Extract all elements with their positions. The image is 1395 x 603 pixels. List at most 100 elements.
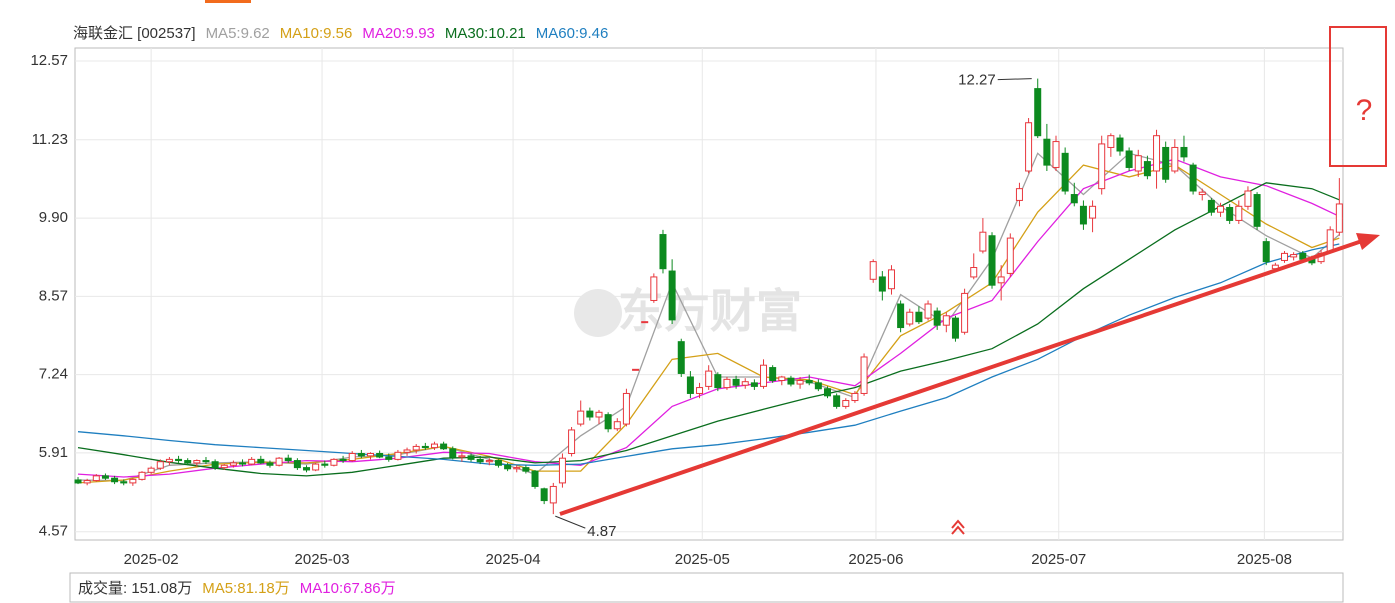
legend-entry: MA60:9.46 xyxy=(536,25,609,42)
candle-body xyxy=(1043,138,1051,166)
candle-body xyxy=(458,455,466,458)
candle-body xyxy=(1198,191,1206,196)
candle-body xyxy=(467,455,475,460)
y-tick-label: 11.23 xyxy=(32,131,68,148)
candle-body xyxy=(184,460,192,464)
candle-body xyxy=(293,460,301,469)
candle-body xyxy=(175,458,183,462)
candle-body xyxy=(979,231,987,252)
signal-icon xyxy=(951,519,965,535)
candle-body xyxy=(1180,146,1188,158)
candle-body xyxy=(906,311,914,325)
candle-body xyxy=(787,377,795,385)
annotation-arrow xyxy=(997,78,1032,81)
candle-body xyxy=(1034,88,1042,137)
volume-frame xyxy=(69,572,1344,603)
candle-body xyxy=(357,452,365,457)
volume-label: MA5:81.18万 xyxy=(202,580,290,597)
candle-body xyxy=(659,234,667,270)
candle-body xyxy=(696,387,704,394)
candle-body xyxy=(951,317,959,339)
candle-body xyxy=(394,451,402,460)
candle-body xyxy=(1281,252,1289,261)
candle-body xyxy=(476,458,484,463)
candle-body xyxy=(220,464,228,469)
annotation-label: 12.27 xyxy=(958,72,996,89)
legend: 海联金汇 [002537] MA5:9.62 MA10:9.56 MA20:9.93 M… xyxy=(73,25,608,42)
candle-body xyxy=(549,485,557,504)
candle-body xyxy=(348,452,356,462)
candle-body xyxy=(403,449,411,453)
candle-body xyxy=(303,467,311,471)
candle-body xyxy=(741,381,749,386)
candle-body xyxy=(111,477,119,483)
candle-body xyxy=(778,376,786,382)
candle-body xyxy=(1052,141,1060,168)
candle-body xyxy=(805,380,813,384)
x-tick-label: 2025-03 xyxy=(295,551,350,568)
candle-body xyxy=(1015,188,1023,201)
candle-body xyxy=(284,457,292,462)
candle-body xyxy=(440,443,448,450)
candle-body xyxy=(312,463,320,471)
candle-body xyxy=(330,458,338,466)
candle-body xyxy=(887,269,895,290)
volume-legend: 成交量: 151.08万 MA5:81.18万 MA10:67.86万 xyxy=(78,579,396,597)
candle-body xyxy=(1162,146,1170,180)
candle-body xyxy=(860,356,868,394)
annotation-label: 4.87 xyxy=(587,523,616,540)
candle-body xyxy=(878,276,886,292)
candle-body xyxy=(275,457,283,466)
side-note-box xyxy=(1329,26,1387,167)
y-tick-label: 12.57 xyxy=(30,52,68,69)
candle-body xyxy=(613,421,621,430)
candle-body xyxy=(239,462,247,465)
candle-body xyxy=(138,471,146,480)
candle-body xyxy=(650,276,658,301)
candle-body xyxy=(604,414,612,430)
ma-line xyxy=(77,243,1340,466)
top-tab xyxy=(205,0,251,3)
candle-body xyxy=(796,380,804,385)
candle-body xyxy=(1025,122,1033,172)
candle-body xyxy=(732,378,740,386)
candle-body xyxy=(586,410,594,418)
candle-body xyxy=(129,478,137,484)
candle-body xyxy=(1134,155,1142,172)
candle-body xyxy=(997,276,1005,284)
candle-body xyxy=(1153,135,1161,172)
volume-label: 成交量: 151.08万 xyxy=(78,579,192,597)
y-tick-label: 5.91 xyxy=(39,444,68,461)
plot-frame xyxy=(74,47,1344,541)
y-tick-label: 8.57 xyxy=(39,287,68,304)
side-note: ? xyxy=(1356,94,1373,127)
annotation-arrow xyxy=(555,515,586,529)
candle-body xyxy=(211,461,219,469)
candle-body xyxy=(421,445,429,449)
legend-entry: MA20:9.93 xyxy=(362,25,435,42)
candle-body xyxy=(165,458,173,463)
candle-body xyxy=(376,452,384,458)
candle-body xyxy=(1098,143,1106,190)
candle-body xyxy=(1079,205,1087,225)
candle-body xyxy=(266,462,274,466)
candle-body xyxy=(1335,203,1343,233)
candle-body xyxy=(833,395,841,407)
candle-body xyxy=(531,470,539,487)
volume-label: MA10:67.86万 xyxy=(300,580,396,597)
candle-body xyxy=(522,467,530,472)
candle-body xyxy=(1235,205,1243,221)
candle-body xyxy=(92,475,100,482)
candle-body xyxy=(641,321,649,324)
trend-arrowhead xyxy=(1356,233,1380,250)
candle-body xyxy=(842,400,850,407)
candle-body xyxy=(1244,190,1252,207)
candle-body xyxy=(714,374,722,389)
candle-body xyxy=(988,235,996,286)
watermark: 东方财富 xyxy=(618,285,802,337)
candle-body xyxy=(83,480,91,484)
candle-body xyxy=(686,376,694,394)
candle-body xyxy=(705,370,713,387)
candle-body xyxy=(897,303,905,329)
candle-body xyxy=(942,315,950,326)
